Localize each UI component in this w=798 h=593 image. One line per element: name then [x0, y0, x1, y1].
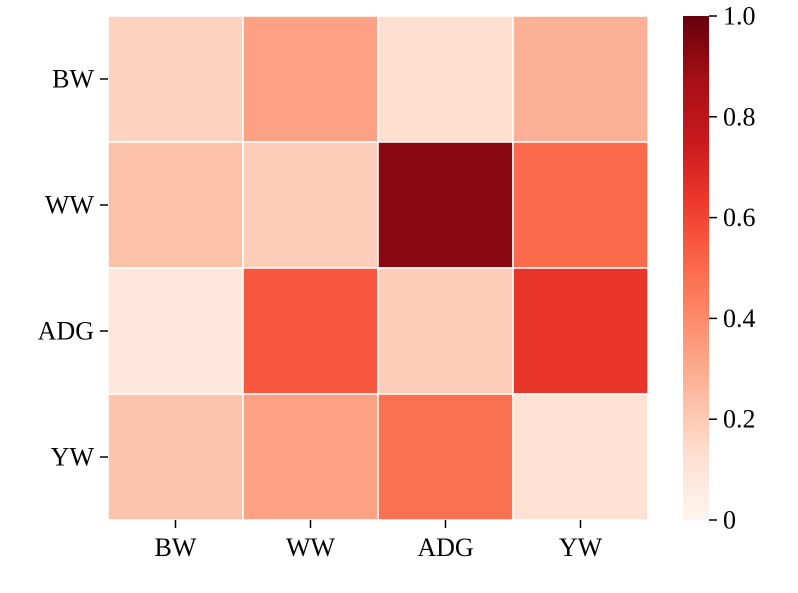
colorbar: 0 0.2 0.4 0.6 0.8 1.0 — [683, 2, 756, 535]
heatmap-cell-ww-adg — [377, 141, 514, 269]
heatmap-cell-bw-ww — [242, 15, 379, 143]
heatmap-cell-yw-ww — [242, 393, 379, 521]
colorbar-tick-label: 0.6 — [723, 203, 756, 232]
y-tick-label-ww: WW — [45, 191, 95, 220]
y-tick-label-yw: YW — [51, 443, 95, 472]
x-axis: BW WW ADG YW — [155, 520, 603, 562]
heatmap-cell-yw-yw — [512, 393, 649, 521]
heatmap-cell-adg-ww — [242, 267, 379, 395]
heatmap-cell-ww-ww — [242, 141, 379, 269]
colorbar-tick-label: 0 — [723, 506, 736, 535]
heatmap-cell-bw-bw — [107, 15, 244, 143]
colorbar-bar — [683, 16, 709, 520]
heatmap-cell-yw-bw — [107, 393, 244, 521]
heatmap-cell-ww-yw — [512, 141, 649, 269]
y-tick-label-adg: ADG — [38, 317, 94, 346]
heatmap-cell-adg-yw — [512, 267, 649, 395]
heatmap-cell-yw-adg — [377, 393, 514, 521]
colorbar-tick-label: 0.8 — [723, 102, 756, 131]
heatmap-cell-bw-yw — [512, 15, 649, 143]
x-tick-label-bw: BW — [155, 533, 197, 562]
heatmap-cell-ww-bw — [107, 141, 244, 269]
y-tick-label-bw: BW — [52, 65, 94, 94]
x-tick-label-ww: WW — [286, 533, 336, 562]
heatmap-cells — [107, 15, 649, 521]
y-axis: BW WW ADG YW — [38, 65, 108, 472]
x-tick-label-yw: YW — [559, 533, 603, 562]
x-tick-label-adg: ADG — [417, 533, 473, 562]
colorbar-tick-label: 0.4 — [723, 304, 756, 333]
heatmap-cell-adg-adg — [377, 267, 514, 395]
heatmap-cell-adg-bw — [107, 267, 244, 395]
heatmap-cell-bw-adg — [377, 15, 514, 143]
colorbar-tick-label: 1.0 — [723, 2, 756, 31]
colorbar-tick-label: 0.2 — [723, 405, 756, 434]
